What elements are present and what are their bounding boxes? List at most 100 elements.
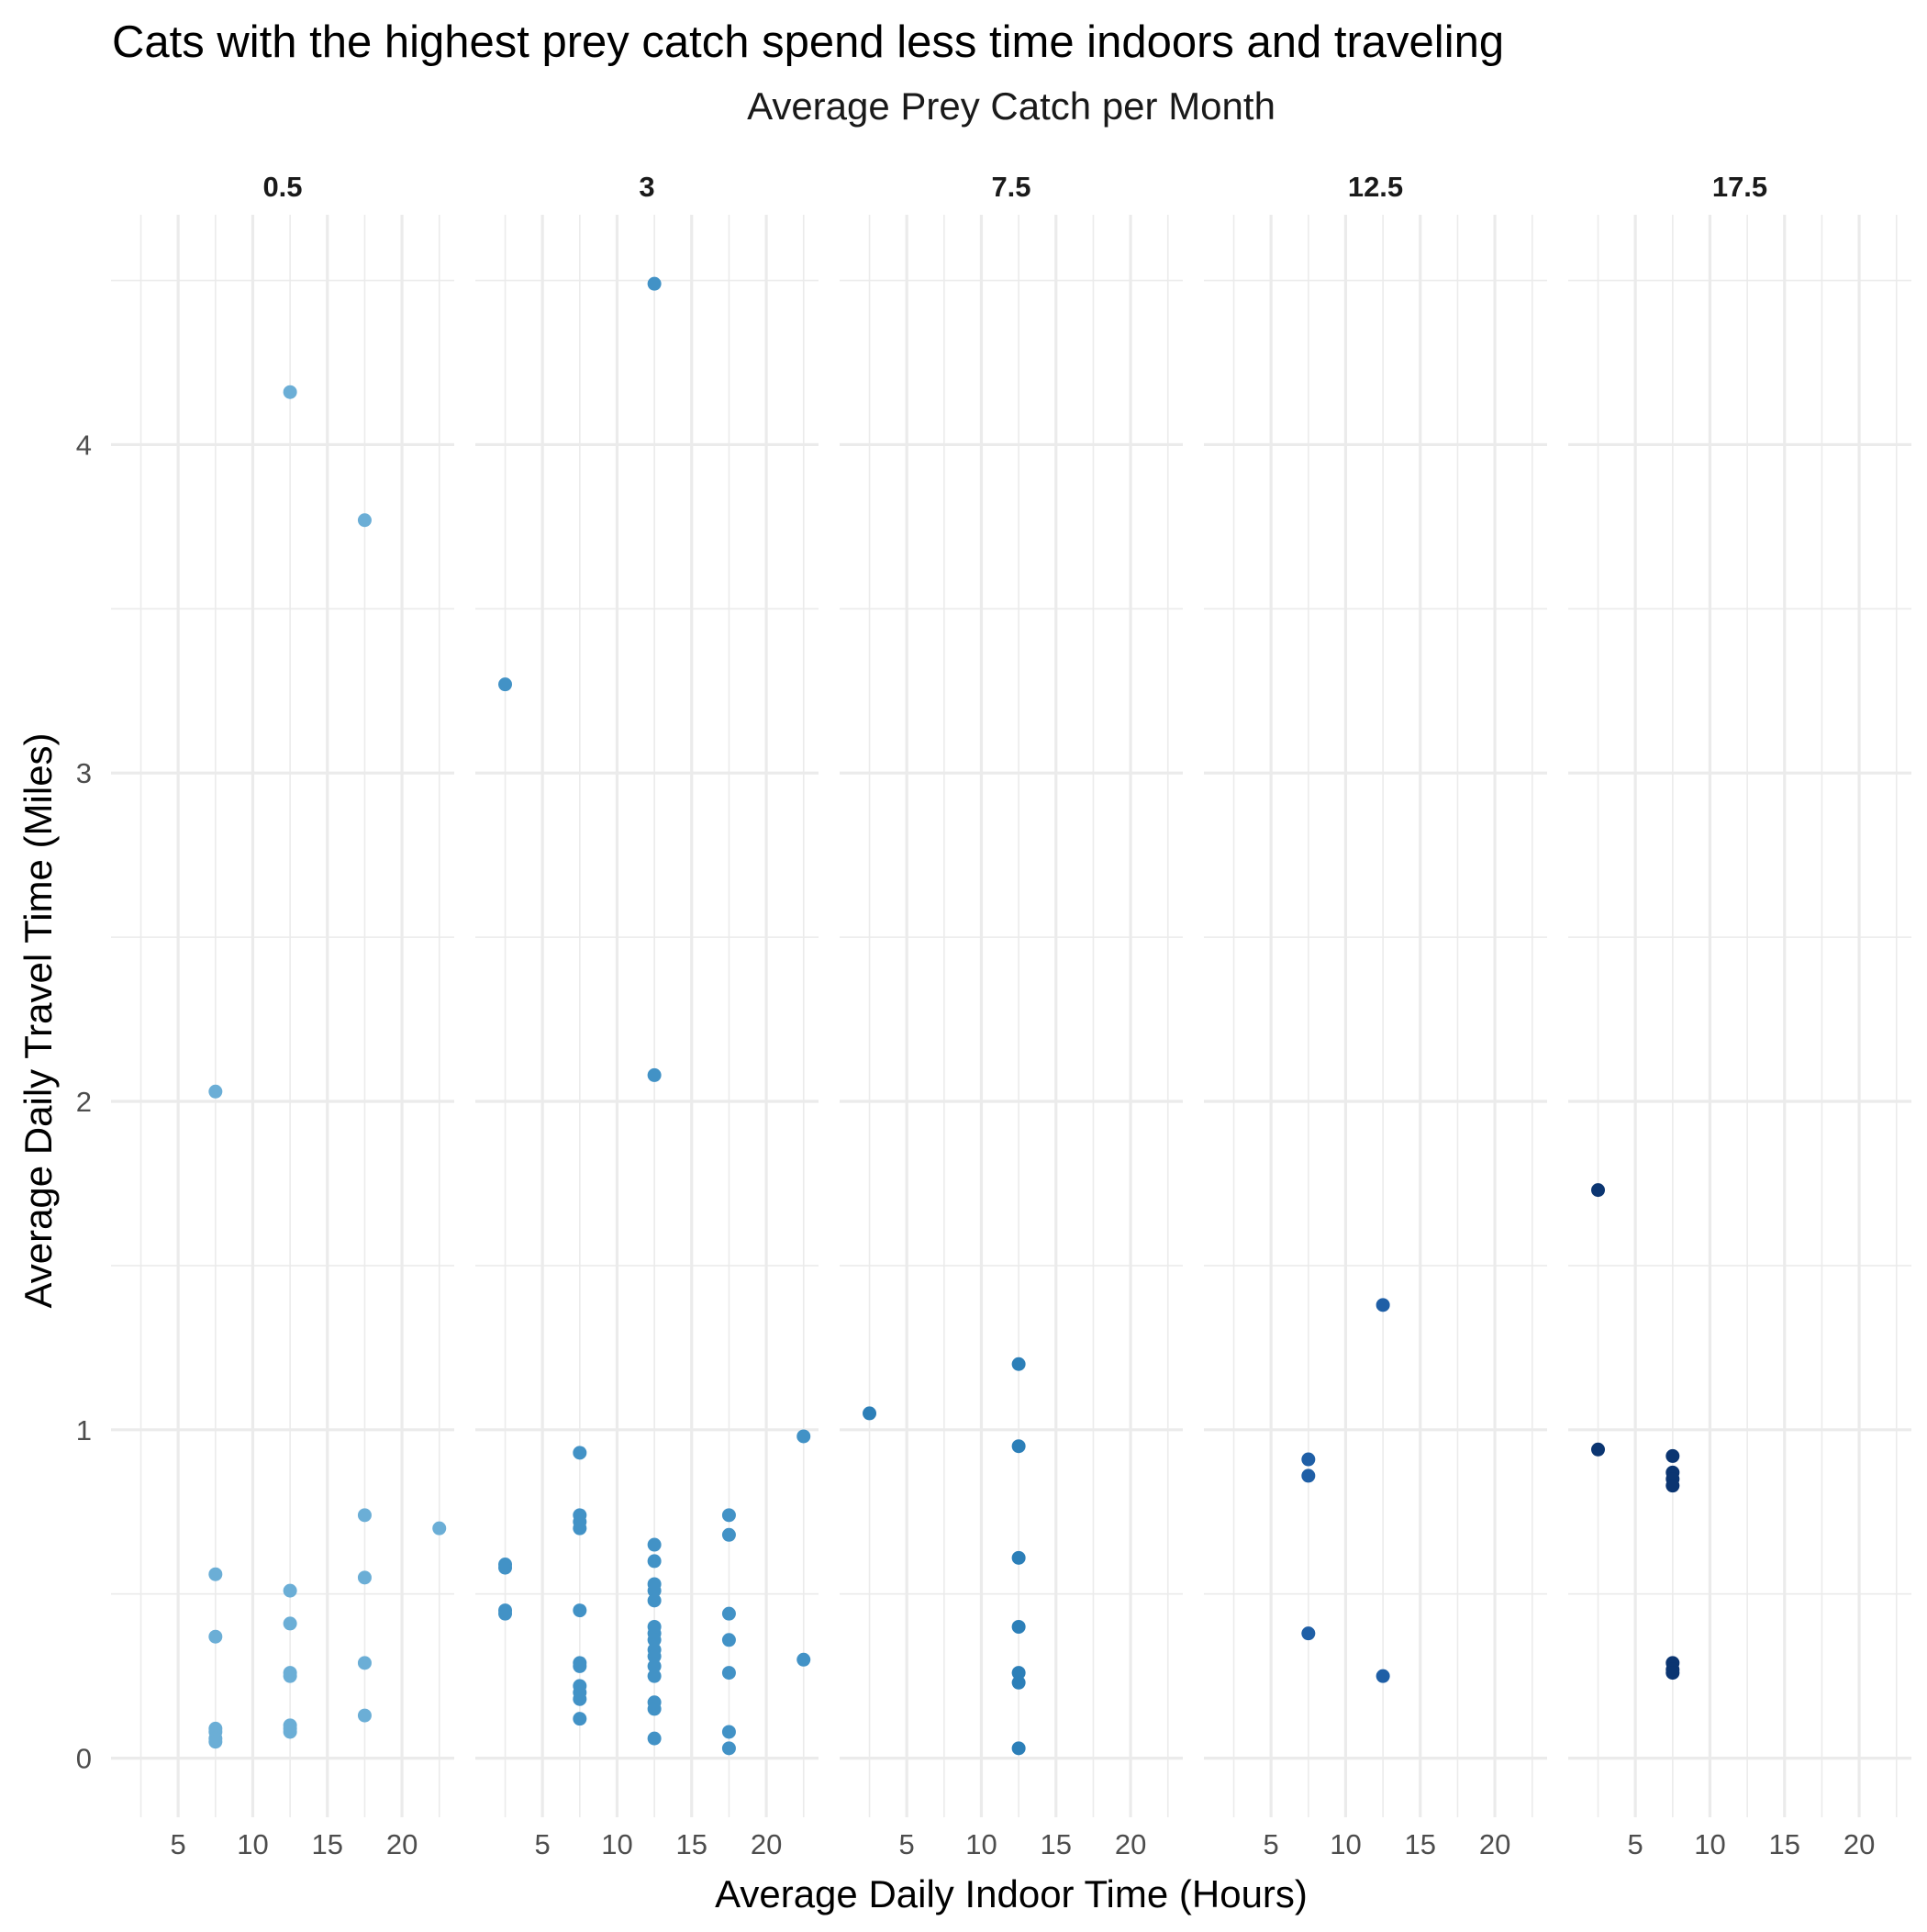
data-point [1376, 1298, 1390, 1312]
x-tick-label: 10 [237, 1828, 268, 1860]
data-point [647, 1537, 662, 1552]
data-point [357, 513, 372, 528]
data-point [647, 1702, 662, 1716]
chart-title: Cats with the highest prey catch spend l… [112, 17, 1504, 67]
facet-panel-3: 3 5 10 15 20 [475, 171, 819, 1860]
data-point [1301, 1469, 1316, 1483]
data-point [1011, 1741, 1026, 1756]
data-point [1591, 1183, 1606, 1198]
y-axis: 0 1 2 3 4 [76, 429, 92, 1774]
data-point [357, 1508, 372, 1523]
y-tick-label: 4 [76, 429, 92, 461]
data-point [573, 1712, 587, 1726]
facet-strip-label: 7.5 [991, 171, 1030, 203]
data-point [283, 1725, 297, 1739]
data-point [1011, 1619, 1026, 1634]
facet-strip-label: 0.5 [262, 171, 302, 203]
facet-panel-17.5: 17.5 5 10 15 20 [1568, 171, 1911, 1860]
facet-panel-7.5: 7.5 5 10 15 20 [840, 171, 1183, 1860]
facet-strip-label: 17.5 [1712, 171, 1767, 203]
data-point [1011, 1550, 1026, 1565]
x-tick-label: 15 [312, 1828, 343, 1860]
data-point [1011, 1666, 1026, 1681]
data-point [573, 1521, 587, 1536]
x-tick-label: 10 [1694, 1828, 1725, 1860]
data-point [283, 385, 297, 399]
data-point [863, 1406, 877, 1421]
x-tick-label: 10 [601, 1828, 632, 1860]
data-point [647, 1633, 662, 1647]
data-point [721, 1508, 736, 1523]
data-point [208, 1084, 223, 1099]
y-axis-title: Average Daily Travel Time (Miles) [17, 732, 60, 1308]
data-point [498, 1560, 513, 1575]
data-point [721, 1527, 736, 1542]
data-point [647, 1593, 662, 1608]
x-tick-label: 20 [1115, 1828, 1146, 1860]
data-point [796, 1652, 811, 1667]
facet-panel-12.5: 12.5 5 10 15 20 [1204, 171, 1547, 1860]
data-point [357, 1656, 372, 1670]
data-point [432, 1521, 447, 1536]
data-point [721, 1666, 736, 1681]
y-tick-label: 0 [76, 1743, 92, 1775]
data-point [498, 677, 513, 692]
data-point [1301, 1452, 1316, 1467]
data-point [208, 1629, 223, 1644]
facet-panel-0.5: 0.5 5 10 15 20 [111, 171, 454, 1860]
data-point [283, 1583, 297, 1598]
x-tick-label: 10 [965, 1828, 997, 1860]
data-point [647, 1658, 662, 1673]
data-point [721, 1725, 736, 1739]
data-point [647, 1669, 662, 1683]
data-point [573, 1692, 587, 1706]
x-tick-label: 15 [1405, 1828, 1436, 1860]
data-point [1011, 1675, 1026, 1690]
x-tick-label: 5 [1628, 1828, 1643, 1860]
data-point [1376, 1669, 1390, 1683]
x-tick-label: 15 [1769, 1828, 1800, 1860]
data-point [498, 1606, 513, 1621]
y-tick-label: 2 [76, 1086, 92, 1118]
y-tick-label: 3 [76, 757, 92, 789]
data-point [1591, 1442, 1606, 1457]
data-point [283, 1616, 297, 1631]
x-tick-label: 15 [1041, 1828, 1072, 1860]
data-point [796, 1429, 811, 1444]
data-point [647, 1067, 662, 1082]
data-point [573, 1603, 587, 1618]
data-point [1301, 1626, 1316, 1641]
x-tick-label: 20 [1479, 1828, 1510, 1860]
data-point [208, 1735, 223, 1749]
data-point [1665, 1666, 1680, 1681]
data-point [283, 1669, 297, 1683]
data-point [1011, 1357, 1026, 1371]
data-point [647, 1583, 662, 1598]
x-tick-label: 5 [171, 1828, 186, 1860]
data-point [647, 1649, 662, 1664]
data-point [647, 1554, 662, 1569]
data-point [647, 1731, 662, 1746]
data-point [721, 1633, 736, 1647]
x-tick-label: 20 [386, 1828, 418, 1860]
data-point [1665, 1479, 1680, 1493]
data-point [647, 276, 662, 291]
data-point [1665, 1448, 1680, 1463]
data-point [573, 1446, 587, 1460]
data-point [357, 1570, 372, 1585]
facet-strip-label: 12.5 [1348, 171, 1403, 203]
x-tick-label: 5 [535, 1828, 551, 1860]
data-point [573, 1658, 587, 1673]
x-tick-label: 5 [1264, 1828, 1279, 1860]
data-point [1011, 1439, 1026, 1454]
data-point [721, 1741, 736, 1756]
data-point [357, 1708, 372, 1723]
data-point [208, 1567, 223, 1581]
y-tick-label: 1 [76, 1414, 92, 1446]
data-point [721, 1606, 736, 1621]
x-tick-label: 20 [751, 1828, 782, 1860]
x-axis-title: Average Daily Indoor Time (Hours) [715, 1872, 1308, 1915]
